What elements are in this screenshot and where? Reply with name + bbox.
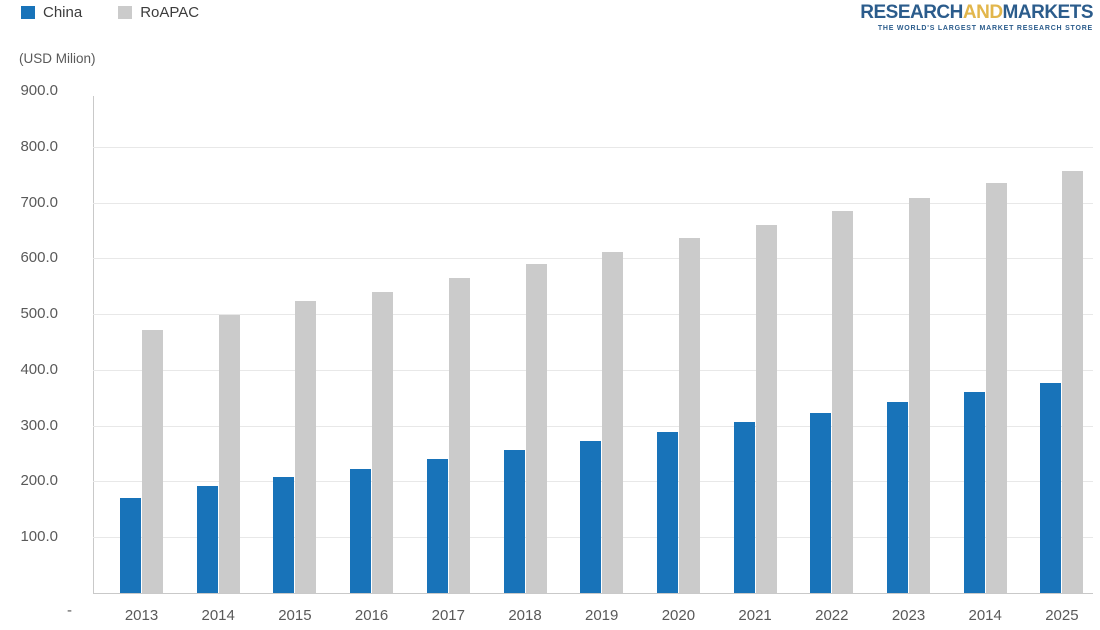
x-tick-label: 2014 <box>968 607 1002 624</box>
logo-markets-text: MARKETS <box>1002 2 1094 23</box>
bar-roapac-2022 <box>832 211 854 593</box>
bar-roapac-2018 <box>525 263 547 593</box>
gridline <box>93 202 1093 204</box>
logo-tagline: THE WORLD'S LARGEST MARKET RESEARCH STOR… <box>877 25 1093 32</box>
x-tick-label: 2017 <box>431 607 465 624</box>
y-tick-label: 600.0 <box>20 249 58 267</box>
bar-china-2020 <box>656 432 678 593</box>
bar-roapac-2015 <box>295 301 317 593</box>
gridline <box>93 314 1093 316</box>
gridline <box>93 425 1093 427</box>
bar-china-2015 <box>273 476 295 593</box>
bar-roapac-2025 <box>1062 171 1084 593</box>
legend-item-roapac: RoAPAC <box>118 4 199 21</box>
bar-roapac-2019 <box>602 252 624 593</box>
x-tick-label: 2021 <box>738 607 772 624</box>
gridline <box>93 369 1093 371</box>
bar-roapac-2014 <box>985 183 1007 593</box>
bar-roapac-2014 <box>218 314 240 593</box>
bar-roapac-2013 <box>142 329 163 593</box>
logo-wordmark: RESEARCHANDMARKETS <box>860 3 1093 23</box>
bar-roapac-2016 <box>372 291 394 593</box>
y-tick-label: 900.0 <box>20 82 58 99</box>
x-tick-label: 2018 <box>508 607 542 624</box>
x-tick-label: 2023 <box>891 607 926 624</box>
bar-china-2016 <box>350 468 372 593</box>
legend-label-roapac: RoAPAC <box>140 4 200 21</box>
bar-china-2022 <box>810 412 832 593</box>
y-tick-label: 100.0 <box>20 528 58 546</box>
bar-roapac-2020 <box>678 238 700 593</box>
bar-roapac-2021 <box>755 224 777 593</box>
gridline <box>93 258 1093 260</box>
bar-china-2013 <box>120 498 141 593</box>
legend: China RoAPAC <box>21 4 199 21</box>
x-tick-label: 2015 <box>278 607 312 624</box>
y-tick-label: 300.0 <box>20 416 58 434</box>
y-zero-label: - <box>67 602 72 619</box>
bar-china-2018 <box>503 449 525 593</box>
researchandmarkets-logo: RESEARCHANDMARKETS THE WORLD'S LARGEST M… <box>860 3 1093 33</box>
x-tick-label: 2020 <box>661 607 696 624</box>
legend-item-china: China <box>21 4 82 21</box>
gridline <box>93 146 1093 148</box>
x-tick-label: 2022 <box>815 607 849 624</box>
logo-and-text: AND <box>962 2 1003 23</box>
bar-roapac-2017 <box>448 277 470 593</box>
bar-china-2023 <box>887 402 908 593</box>
bar-china-2025 <box>1040 383 1062 593</box>
bar-roapac-2023 <box>909 198 930 593</box>
y-tick-label: 400.0 <box>20 360 58 378</box>
x-tick-label: 2013 <box>124 607 159 624</box>
bar-china-2019 <box>580 441 602 593</box>
bar-china-2014 <box>196 485 218 593</box>
bar-china-2021 <box>733 421 755 593</box>
legend-label-china: China <box>43 4 83 21</box>
bar-china-2017 <box>426 459 448 593</box>
bar-china-2014 <box>963 392 985 593</box>
legend-swatch-china <box>21 6 35 19</box>
y-axis-unit-label: (USD Milion) <box>19 51 96 66</box>
y-tick-label: 500.0 <box>20 305 58 323</box>
y-tick-label: 800.0 <box>20 137 58 155</box>
x-tick-label: 2016 <box>354 607 389 624</box>
x-tick-label: 2014 <box>201 607 235 624</box>
legend-swatch-roapac <box>118 6 133 19</box>
y-tick-label: 700.0 <box>20 193 58 211</box>
logo-research-text: RESEARCH <box>860 2 963 23</box>
y-axis-line <box>93 96 94 593</box>
y-tick-label: 200.0 <box>20 472 58 490</box>
x-tick-label: 2025 <box>1045 607 1079 624</box>
x-tick-label: 2019 <box>585 607 619 624</box>
x-axis-line <box>93 593 1093 594</box>
